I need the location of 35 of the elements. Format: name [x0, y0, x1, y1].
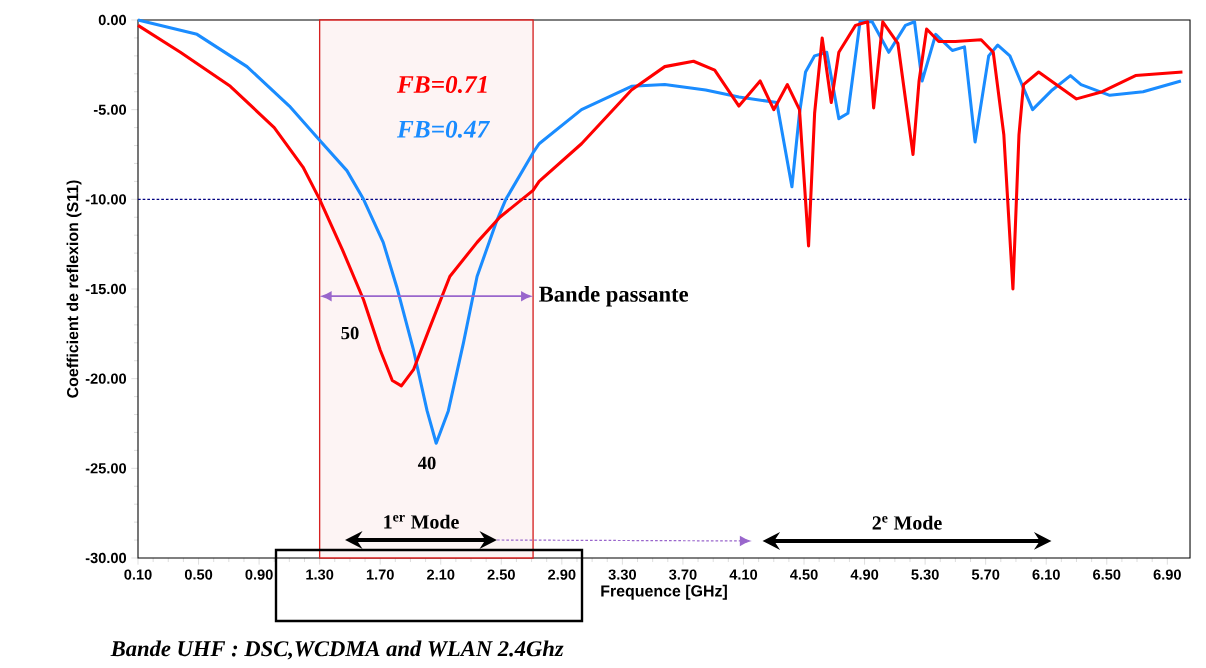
x-tick-label: 4.50	[790, 569, 818, 580]
text: FB=0.71	[396, 76, 487, 94]
annotation: 1$^{er}$ Mode	[384, 514, 459, 529]
annotation: Bande passante	[539, 285, 689, 307]
text: Bande UHF : DSC,WCDMA and WLAN 2.4Ghz	[110, 640, 564, 660]
y-tick-label: -30.00	[85, 552, 127, 564]
x-tick-label: 5.30	[911, 569, 939, 580]
y-tick-label: -5.00	[93, 104, 127, 115]
y-tick-label: -25.00	[85, 463, 127, 474]
series-label: FB=0.47	[396, 120, 491, 138]
y-axis-title: Coefficient de reflexion (S11)	[66, 180, 82, 398]
x-tick-label: 4.90	[850, 569, 879, 580]
x-tick-label: 2.10	[427, 569, 455, 580]
annotation: 2$^{e}$ Mode	[872, 515, 942, 530]
y-tick-label: 0.00	[98, 14, 127, 26]
x-axis-title: Frequence [GHz]	[601, 584, 727, 600]
y-tick-label: -20.00	[85, 373, 127, 384]
x-tick-label: 2.50	[487, 569, 515, 580]
x-tick-label: 3.30	[608, 569, 636, 580]
x-tick-label: 6.50	[1093, 569, 1121, 580]
x-tick-label: 0.10	[124, 569, 152, 580]
annotation: 50	[341, 326, 359, 340]
x-tick-label: 2.90	[548, 569, 576, 580]
y-tick-label: -10.00	[85, 194, 127, 205]
x-tick-label: 4.10	[729, 569, 758, 580]
x-tick-label: 6.10	[1032, 569, 1060, 580]
y-tick-label: -15.00	[85, 283, 127, 295]
x-tick-label: 6.90	[1153, 569, 1181, 580]
x-tick-label: 1.30	[306, 569, 334, 580]
x-tick-label: 0.90	[245, 569, 273, 580]
x-tick-label: 1.70	[366, 569, 394, 580]
x-tick-label: 0.50	[184, 569, 213, 580]
annotation: 40	[417, 456, 436, 470]
x-tick-label: 3.70	[669, 569, 697, 580]
x-tick-label: 5.70	[971, 569, 1000, 580]
